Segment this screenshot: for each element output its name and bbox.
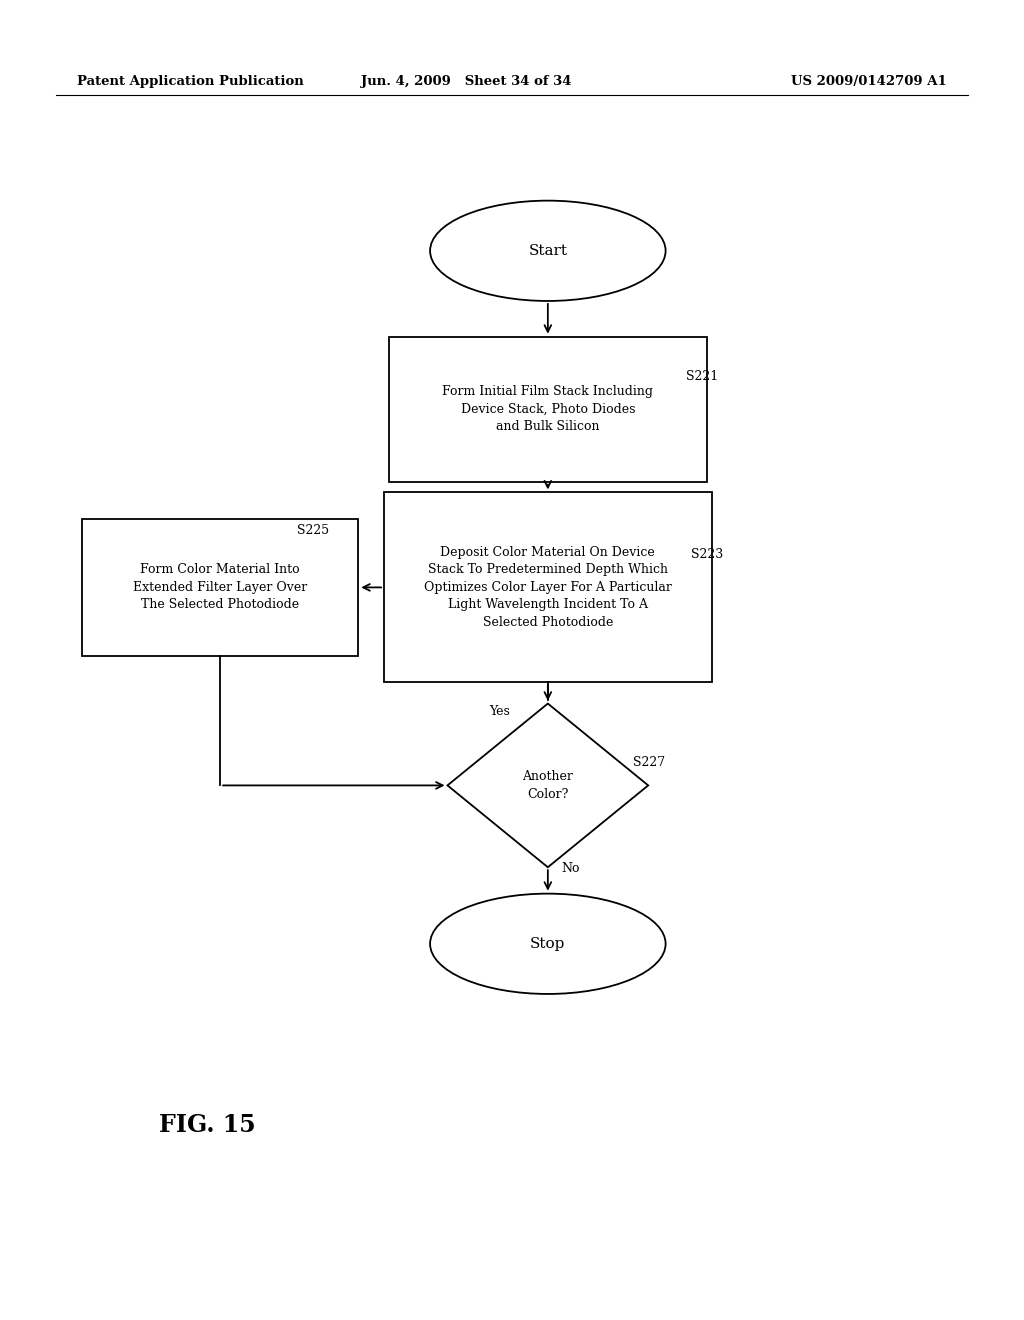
Text: FIG. 15: FIG. 15	[159, 1113, 255, 1137]
Text: Yes: Yes	[489, 705, 510, 718]
Text: Start: Start	[528, 244, 567, 257]
Text: Jun. 4, 2009   Sheet 34 of 34: Jun. 4, 2009 Sheet 34 of 34	[360, 75, 571, 88]
Text: S223: S223	[691, 548, 723, 561]
Bar	[82, 519, 358, 656]
Text: Form Initial Film Stack Including
Device Stack, Photo Diodes
and Bulk Silicon: Form Initial Film Stack Including Device…	[442, 385, 653, 433]
Text: Form Color Material Into
Extended Filter Layer Over
The Selected Photodiode: Form Color Material Into Extended Filter…	[133, 564, 307, 611]
Text: US 2009/0142709 A1: US 2009/0142709 A1	[792, 75, 947, 88]
Text: S221: S221	[686, 370, 718, 383]
Text: S225: S225	[297, 524, 329, 537]
Bar	[384, 492, 712, 682]
Bar	[389, 337, 707, 482]
Text: Stop: Stop	[530, 937, 565, 950]
Text: No: No	[561, 862, 580, 875]
Text: Patent Application Publication: Patent Application Publication	[77, 75, 303, 88]
Text: S227: S227	[633, 756, 665, 770]
Text: Deposit Color Material On Device
Stack To Predetermined Depth Which
Optimizes Co: Deposit Color Material On Device Stack T…	[424, 546, 672, 628]
Text: Another
Color?: Another Color?	[522, 770, 573, 801]
